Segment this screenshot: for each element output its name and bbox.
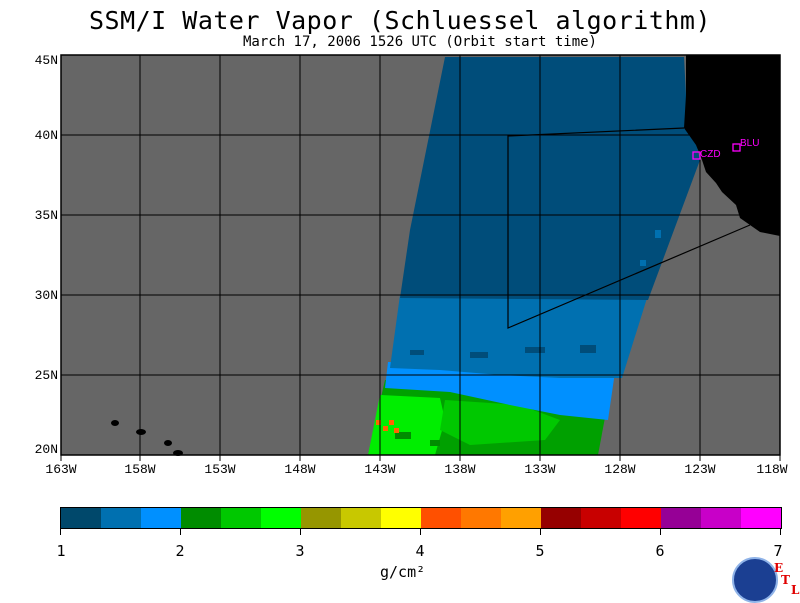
colorbar-swatch [461, 508, 501, 528]
lon-label-128w: 128W [604, 462, 636, 477]
lon-label-153w: 153W [204, 462, 236, 477]
station-czd-marker [692, 151, 701, 160]
lat-label-30n: 30N [34, 288, 58, 303]
lon-label-158w: 158W [124, 462, 156, 477]
colorbar-swatch [221, 508, 261, 528]
colorbar-swatch [61, 508, 101, 528]
colorbar-tick [540, 528, 541, 535]
swath-light-green-patch [440, 400, 560, 445]
swath-bright-green-patch [368, 395, 445, 455]
lat-label-45n: 45N [34, 53, 58, 68]
lon-label-163w: 163W [45, 462, 77, 477]
lat-label-40n: 40N [34, 128, 58, 143]
colorbar-tick [780, 528, 781, 535]
colorbar-swatch [501, 508, 541, 528]
map-frame [60, 54, 781, 456]
colorbar-swatch [421, 508, 461, 528]
lon-label-148w: 148W [284, 462, 316, 477]
colorbar-swatch [141, 508, 181, 528]
colorbar-swatch [701, 508, 741, 528]
colorbar-swatch [341, 508, 381, 528]
colorbar-swatch [581, 508, 621, 528]
station-blu-marker [732, 143, 741, 152]
map-subtitle: March 17, 2006 1526 UTC (Orbit start tim… [242, 34, 597, 50]
station-blu-label: BLU [740, 138, 759, 149]
etl-logo-letter: T [781, 573, 790, 587]
lon-label-123w: 123W [684, 462, 716, 477]
colorbar-label-4: 4 [415, 542, 425, 560]
colorbar-label-1: 1 [56, 542, 66, 560]
colorbar-swatch [541, 508, 581, 528]
colorbar-units: g/cm² [380, 563, 426, 581]
colorbar-swatch [101, 508, 141, 528]
colorbar-swatch [301, 508, 341, 528]
colorbar-swatch [661, 508, 701, 528]
land-north-america [684, 55, 780, 236]
colorbar-tick [420, 528, 421, 535]
trajectory-line [507, 127, 751, 329]
lon-label-118w: 118W [756, 462, 788, 477]
colorbar-label-2: 2 [175, 542, 185, 560]
noaa-logo-icon [732, 557, 778, 603]
etl-logo-letter: E [774, 561, 784, 575]
lon-label-133w: 133W [524, 462, 556, 477]
swath-medium-blue-zone [390, 295, 648, 378]
colorbar-tick [60, 528, 61, 535]
colorbar-swatch [261, 508, 301, 528]
lon-label-143w: 143W [364, 462, 396, 477]
colorbar-label-7: 7 [773, 542, 783, 560]
lat-label-35n: 35N [34, 208, 58, 223]
map-title: SSM/I Water Vapor (Schluessel algorithm) [88, 6, 712, 35]
lon-label-138w: 138W [444, 462, 476, 477]
colorbar-tick [300, 528, 301, 535]
colorbar-tick [180, 528, 181, 535]
colorbar-swatch [181, 508, 221, 528]
etl-logo-letter: L [791, 583, 800, 597]
colorbar-label-3: 3 [295, 542, 305, 560]
swath-dark-blue-zone [400, 57, 700, 300]
colorbar-tick [660, 528, 661, 535]
colorbar-swatch [381, 508, 421, 528]
colorbar-label-5: 5 [535, 542, 545, 560]
station-czd-label: CZD [700, 149, 721, 160]
colorbar-swatch [741, 508, 781, 528]
graticule [61, 55, 780, 455]
colorbar-label-6: 6 [655, 542, 665, 560]
lat-label-20n: 20N [34, 442, 58, 457]
colorbar-swatch [621, 508, 661, 528]
colorbar [60, 507, 782, 529]
lat-label-25n: 25N [34, 368, 58, 383]
